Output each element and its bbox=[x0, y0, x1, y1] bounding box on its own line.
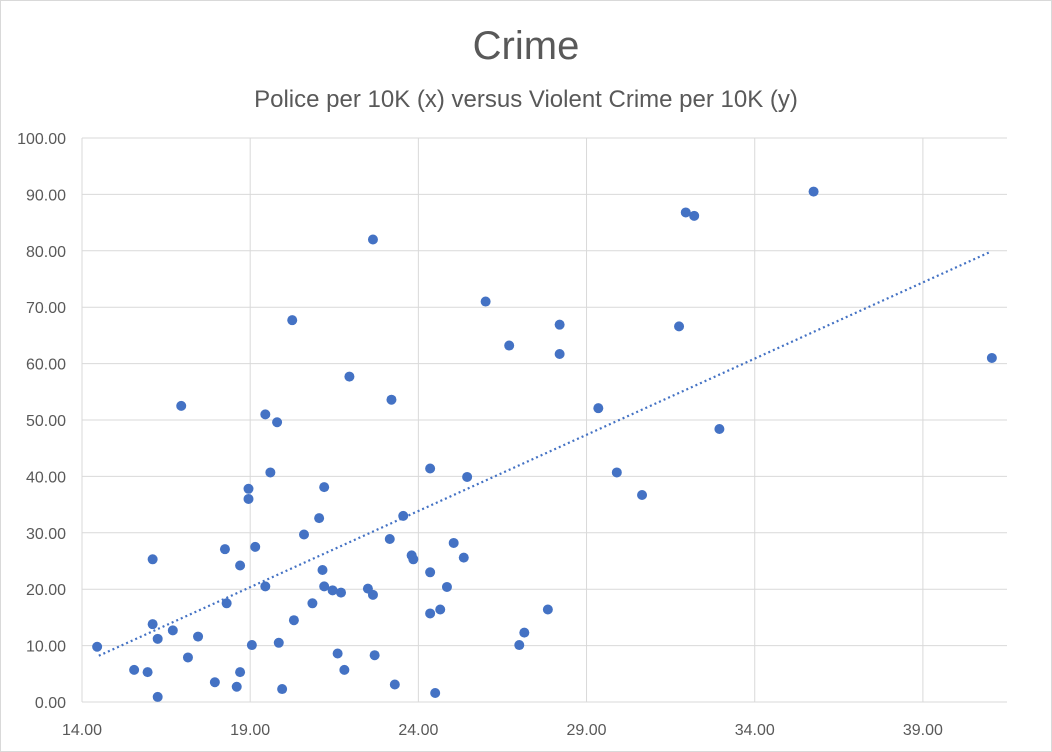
data-point bbox=[504, 340, 515, 351]
data-point bbox=[384, 534, 395, 545]
data-point bbox=[193, 631, 204, 642]
data-point bbox=[319, 482, 330, 493]
x-tick-label: 19.00 bbox=[230, 722, 270, 739]
data-point bbox=[519, 627, 530, 638]
data-point bbox=[637, 490, 648, 501]
data-point bbox=[319, 581, 330, 592]
data-point bbox=[689, 210, 700, 221]
y-tick-label: 40.00 bbox=[26, 469, 66, 486]
data-point bbox=[808, 186, 819, 197]
y-tick-label: 50.00 bbox=[26, 413, 66, 430]
data-point bbox=[129, 664, 140, 675]
data-point bbox=[369, 650, 380, 661]
data-point bbox=[231, 681, 242, 692]
data-point bbox=[272, 417, 283, 428]
data-point bbox=[480, 296, 491, 307]
y-tick-label: 80.00 bbox=[26, 244, 66, 261]
trendline-group bbox=[98, 250, 991, 657]
data-point bbox=[344, 371, 355, 382]
data-point bbox=[435, 604, 446, 615]
data-point bbox=[458, 552, 469, 563]
data-point bbox=[246, 640, 257, 651]
data-point bbox=[152, 691, 163, 702]
y-tick-label: 90.00 bbox=[26, 187, 66, 204]
data-point bbox=[219, 544, 230, 555]
data-point bbox=[339, 664, 350, 675]
y-tick-label: 30.00 bbox=[26, 526, 66, 543]
data-point bbox=[152, 633, 163, 644]
data-point bbox=[299, 529, 309, 540]
data-point bbox=[314, 513, 325, 524]
data-point bbox=[448, 537, 459, 548]
data-point bbox=[425, 567, 436, 578]
data-point bbox=[307, 598, 318, 609]
data-point bbox=[425, 463, 436, 474]
data-point bbox=[425, 608, 436, 619]
data-point bbox=[273, 637, 284, 648]
data-point bbox=[554, 349, 565, 360]
data-point bbox=[288, 615, 299, 626]
data-point bbox=[235, 560, 246, 571]
data-point bbox=[542, 604, 553, 615]
data-point bbox=[408, 554, 419, 565]
data-point bbox=[398, 510, 409, 521]
gridlines bbox=[81, 137, 1007, 703]
data-point bbox=[386, 394, 397, 405]
data-point bbox=[680, 207, 691, 218]
data-point bbox=[430, 687, 441, 698]
data-point bbox=[514, 640, 525, 651]
data-point bbox=[986, 352, 997, 363]
y-tick-label: 70.00 bbox=[26, 300, 66, 317]
data-point bbox=[260, 581, 271, 592]
data-point bbox=[243, 483, 254, 494]
data-point bbox=[593, 403, 604, 414]
data-points bbox=[92, 186, 997, 702]
axis-labels: 0.00 10.00 20.00 30.00 40.00 50.00 60.00 70.00 8… bbox=[17, 131, 943, 739]
data-point bbox=[367, 589, 378, 600]
y-tick-label: 20.00 bbox=[26, 582, 66, 599]
data-point bbox=[260, 409, 271, 420]
data-point bbox=[243, 493, 254, 504]
data-point bbox=[611, 467, 622, 478]
y-tick-label: 60.00 bbox=[26, 357, 66, 374]
y-tick-label: 10.00 bbox=[26, 639, 66, 656]
data-point bbox=[336, 587, 346, 598]
chart-title: Crime bbox=[472, 24, 580, 68]
data-point bbox=[265, 467, 276, 478]
data-point bbox=[389, 679, 400, 690]
y-tick-label: 100.00 bbox=[17, 131, 66, 148]
data-point bbox=[176, 400, 187, 411]
data-point bbox=[554, 319, 565, 330]
trendline bbox=[98, 250, 991, 657]
x-tick-label: 14.00 bbox=[62, 722, 102, 739]
x-tick-label: 39.00 bbox=[903, 722, 943, 739]
x-tick-label: 24.00 bbox=[398, 722, 438, 739]
x-tick-label: 34.00 bbox=[735, 722, 775, 739]
data-point bbox=[287, 315, 298, 326]
data-point bbox=[714, 424, 725, 435]
data-point bbox=[327, 585, 338, 596]
data-point bbox=[250, 541, 261, 552]
data-point bbox=[147, 619, 158, 630]
data-point bbox=[209, 677, 220, 688]
data-point bbox=[167, 625, 178, 636]
data-point bbox=[147, 554, 158, 565]
data-point bbox=[277, 684, 288, 695]
chart-subtitle: Police per 10K (x) versus Violent Crime … bbox=[254, 86, 798, 113]
data-point bbox=[92, 641, 103, 652]
data-point bbox=[367, 234, 378, 245]
y-tick-label: 0.00 bbox=[35, 695, 66, 712]
data-point bbox=[462, 471, 473, 482]
data-point bbox=[332, 648, 343, 659]
data-point bbox=[674, 321, 685, 332]
data-point bbox=[235, 667, 246, 678]
data-point bbox=[142, 667, 153, 678]
data-point bbox=[221, 598, 232, 609]
data-point bbox=[441, 581, 452, 592]
x-tick-label: 29.00 bbox=[567, 722, 607, 739]
data-point bbox=[182, 652, 193, 663]
data-point bbox=[317, 565, 328, 576]
